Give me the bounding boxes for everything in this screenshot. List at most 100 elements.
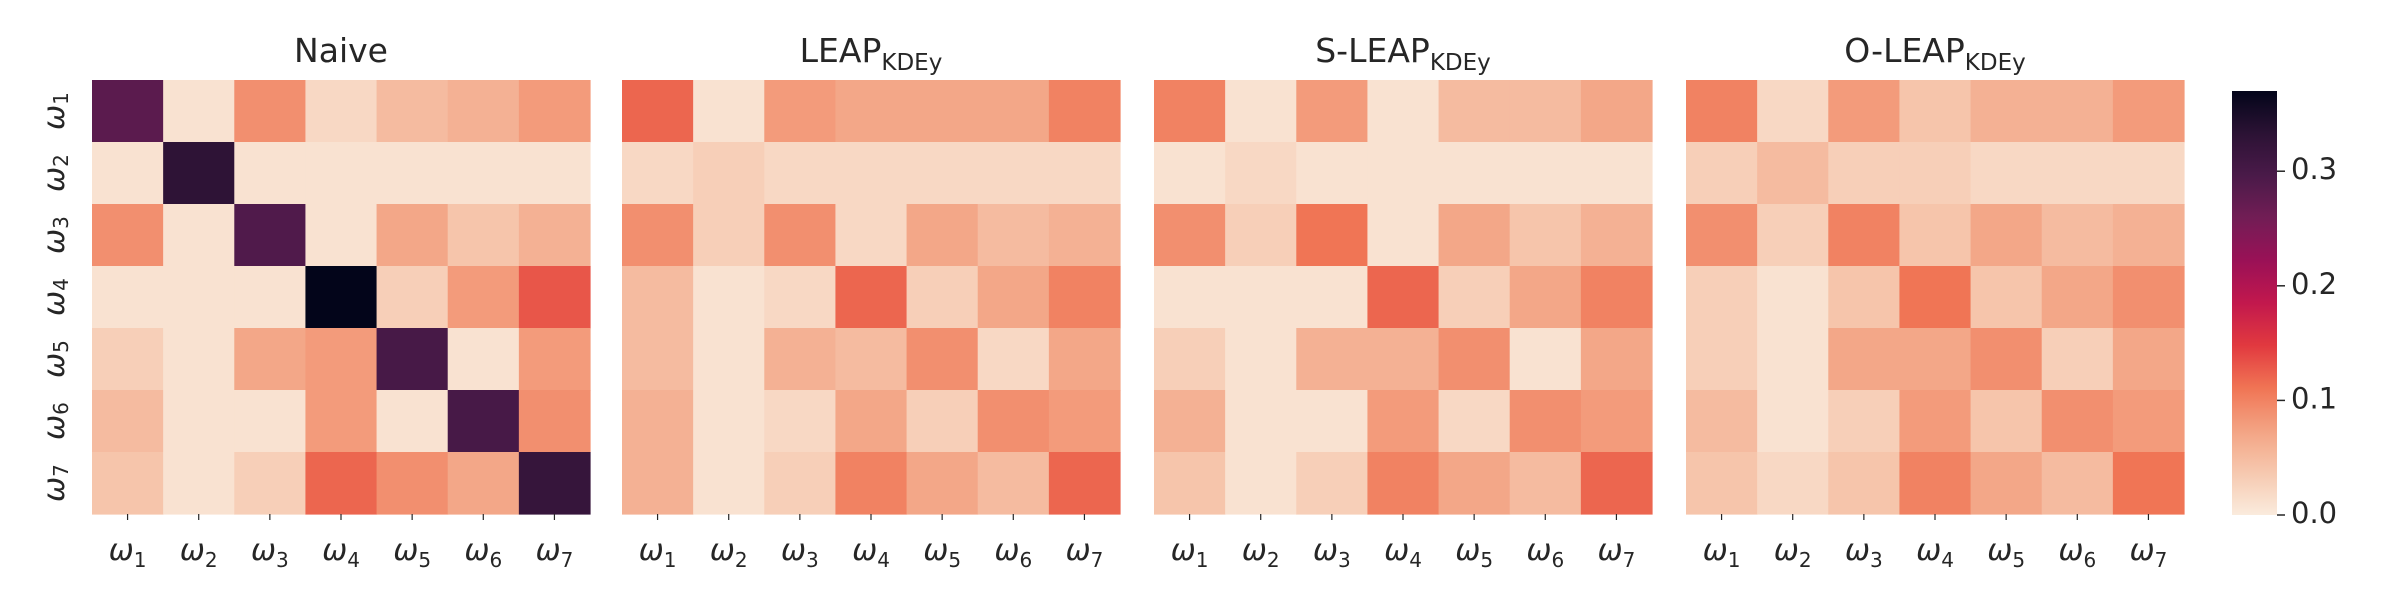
heatmap-cell (764, 142, 837, 205)
heatmap-cell (1367, 328, 1440, 391)
heatmap-cell (1048, 204, 1121, 267)
heatmap-cell (1367, 452, 1440, 515)
heatmap-cell (447, 142, 520, 205)
heatmap-cell (376, 266, 449, 329)
heatmap-cell (447, 80, 520, 143)
heatmap-cell (305, 328, 378, 391)
heatmap-cell (1580, 390, 1653, 453)
heatmap-cell (764, 266, 837, 329)
heatmap-cell (1509, 266, 1582, 329)
heatmap-cell (234, 328, 307, 391)
heatmap-cell (1438, 142, 1511, 205)
heatmap-panel: LEAPKDEy ω1 ω2 ω3 ω4 ω5 ω6 ω7 (622, 31, 1121, 572)
heatmap-cell (163, 390, 235, 453)
heatmap-cell (92, 328, 164, 391)
heatmap-cell (1686, 80, 1758, 143)
heatmap-cell (1899, 452, 1972, 515)
colorbar-tick-label: 0.1 (2291, 381, 2337, 415)
heatmap-cell (1296, 328, 1369, 391)
heatmap-cell (376, 80, 449, 143)
heatmap-cell (1509, 328, 1582, 391)
heatmap-cell (1970, 266, 2043, 329)
heatmap-cell (447, 328, 520, 391)
x-tick-label: ω7 (1597, 533, 1635, 572)
heatmap-cell (1225, 452, 1297, 515)
heatmap-cell (835, 452, 908, 515)
x-tick-label: ω2 (1774, 533, 1812, 572)
heatmap-cell (1686, 328, 1758, 391)
heatmap-cell (1438, 204, 1511, 267)
colorbar: 0.0 0.1 0.2 0.3 (2232, 91, 2337, 530)
heatmap-cell (1296, 452, 1369, 515)
heatmap-cell (835, 390, 908, 453)
heatmap-cell (764, 328, 837, 391)
heatmap-cell (2041, 80, 2114, 143)
heatmap-cell (163, 266, 235, 329)
panel-title: S-LEAPKDEy (1315, 31, 1491, 76)
y-tick-label: ω4 (37, 278, 73, 316)
heatmap-cell (376, 328, 449, 391)
x-tick-label: ω1 (639, 533, 677, 572)
heatmap-cell (1154, 80, 1226, 143)
x-tick-label: ω1 (1703, 533, 1741, 572)
heatmap-cell (693, 390, 765, 453)
x-tick-label: ω2 (710, 533, 748, 572)
heatmap-cell (1296, 204, 1369, 267)
heatmap-cell (1757, 328, 1829, 391)
x-tick-label: ω3 (781, 533, 819, 572)
heatmap-cell (1828, 80, 1901, 143)
heatmap-cell (2112, 328, 2185, 391)
heatmap-cell (2112, 266, 2185, 329)
heatmap-cell (622, 204, 694, 267)
heatmap-cell (2112, 452, 2185, 515)
heatmap-cell (977, 452, 1050, 515)
heatmap-cell (518, 390, 591, 453)
heatmap-cell (1899, 328, 1972, 391)
x-tick-label: ω3 (1313, 533, 1351, 572)
heatmap-cell (1154, 142, 1226, 205)
heatmap-cell (835, 328, 908, 391)
heatmap-cell (622, 80, 694, 143)
heatmap-cell (1048, 266, 1121, 329)
x-tick-label: ω4 (1916, 533, 1954, 572)
heatmap-cell (693, 204, 765, 267)
heatmap-cell (234, 452, 307, 515)
heatmap-cell (234, 390, 307, 453)
heatmap-cell (1367, 80, 1440, 143)
heatmap-cell (1580, 142, 1653, 205)
heatmap-cell (1438, 452, 1511, 515)
heatmap-cell (305, 142, 378, 205)
heatmap-cell (1225, 390, 1297, 453)
heatmap-cell (835, 204, 908, 267)
heatmap-cell (1580, 204, 1653, 267)
x-tick-label: ω2 (180, 533, 218, 572)
heatmap-cell (447, 266, 520, 329)
heatmap-cell (1438, 80, 1511, 143)
heatmap-cell (906, 266, 979, 329)
x-tick-label: ω1 (1171, 533, 1209, 572)
heatmap-panel: O-LEAPKDEy ω1 ω2 ω3 ω4 ω5 ω6 ω7 (1686, 31, 2185, 572)
colorbar-tick-label: 0.0 (2291, 496, 2337, 530)
heatmap-cell (2112, 80, 2185, 143)
x-tick-label: ω5 (393, 533, 431, 572)
heatmap-cell (1828, 142, 1901, 205)
heatmap-cell (2112, 142, 2185, 205)
heatmap-cell (1580, 266, 1653, 329)
x-tick-label: ω4 (322, 533, 360, 572)
heatmap-cell (906, 452, 979, 515)
heatmap-cell (2112, 204, 2185, 267)
heatmap-cell (977, 390, 1050, 453)
heatmap-cell (1048, 80, 1121, 143)
heatmap-cell (1580, 452, 1653, 515)
heatmap-cell (622, 328, 694, 391)
heatmap-cell (1757, 266, 1829, 329)
heatmap-cell (1580, 80, 1653, 143)
heatmap-cell (1048, 452, 1121, 515)
heatmap-cell (1367, 142, 1440, 205)
heatmap-cell (977, 328, 1050, 391)
heatmap-cell (1296, 80, 1369, 143)
heatmap-cell (977, 142, 1050, 205)
heatmap-cell (1686, 266, 1758, 329)
heatmap-cell (1686, 142, 1758, 205)
x-tick-label: ω4 (852, 533, 890, 572)
